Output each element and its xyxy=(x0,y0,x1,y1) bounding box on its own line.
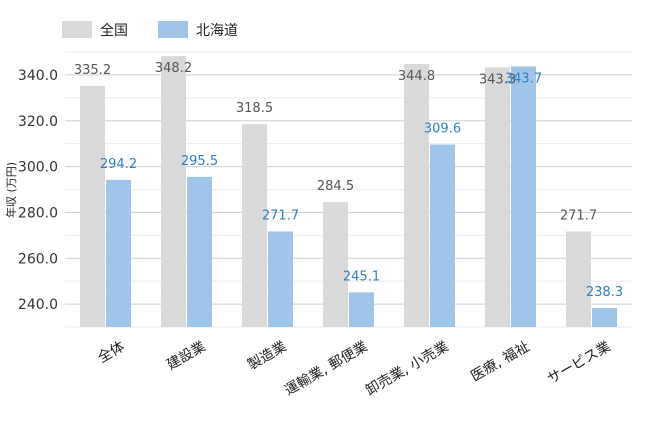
y-axis-label: 年収 (万円) xyxy=(4,162,18,218)
x-category-label: 運輸業, 郵便業 xyxy=(282,339,370,399)
data-label-hokkaido: 294.2 xyxy=(100,157,137,172)
x-category-label: サービス業 xyxy=(545,339,614,388)
legend-swatch-national xyxy=(62,21,92,38)
bar-hokkaido xyxy=(430,144,455,327)
bar-national xyxy=(80,85,105,328)
bar-hokkaido xyxy=(106,179,131,327)
data-label-national: 344.8 xyxy=(398,69,435,84)
y-tick-label: 240.0 xyxy=(18,297,58,313)
legend: 全国 北海道 xyxy=(62,21,238,39)
bar-hokkaido xyxy=(592,307,617,327)
data-label-hokkaido: 238.3 xyxy=(586,285,623,300)
bar-hokkaido xyxy=(268,231,293,327)
data-label-national: 284.5 xyxy=(317,179,354,194)
data-labels: 335.2 294.2 348.2 295.5 318.5 271.7 284.5 245.1… xyxy=(74,61,623,300)
bar-national xyxy=(323,202,348,327)
data-label-national: 271.7 xyxy=(560,208,597,223)
data-label-hokkaido: 343.7 xyxy=(505,71,542,86)
bar-national xyxy=(242,124,267,327)
gridlines xyxy=(65,51,632,328)
y-tick-label: 300.0 xyxy=(18,160,58,176)
y-tick-label: 280.0 xyxy=(18,205,58,221)
data-label-hokkaido: 309.6 xyxy=(424,122,461,137)
bar-hokkaido xyxy=(187,176,212,327)
y-tick-label: 340.0 xyxy=(18,68,58,84)
legend-label-hokkaido: 北海道 xyxy=(196,23,238,39)
bar-national xyxy=(404,63,429,328)
data-label-national: 318.5 xyxy=(236,101,273,116)
bar-hokkaido xyxy=(349,292,374,327)
bar-hokkaido xyxy=(511,66,536,327)
data-label-national: 335.2 xyxy=(74,63,111,78)
x-category-label: 全体 xyxy=(95,338,128,367)
data-label-hokkaido: 271.7 xyxy=(262,208,299,223)
bar-national xyxy=(485,67,510,328)
data-label-national: 348.2 xyxy=(155,61,192,76)
x-category-label: 建設業 xyxy=(164,339,208,374)
y-tick-label: 320.0 xyxy=(18,114,58,130)
legend-label-national: 全国 xyxy=(100,22,128,39)
data-label-national: 343.3 xyxy=(479,72,516,87)
x-category-label: 製造業 xyxy=(245,339,289,374)
y-tick-label: 260.0 xyxy=(18,251,58,267)
legend-swatch-hokkaido xyxy=(158,21,188,38)
bars xyxy=(80,56,617,328)
bar-national xyxy=(161,56,186,327)
data-label-hokkaido: 245.1 xyxy=(343,269,380,284)
data-label-hokkaido: 295.5 xyxy=(181,154,218,169)
x-category-label: 医療, 福祉 xyxy=(468,338,533,385)
y-axis-ticks: 240.0 260.0 280.0 300.0 320.0 340.0 xyxy=(18,68,58,313)
bar-national xyxy=(566,231,591,327)
x-category-label: 卸売業, 小売業 xyxy=(363,339,451,399)
